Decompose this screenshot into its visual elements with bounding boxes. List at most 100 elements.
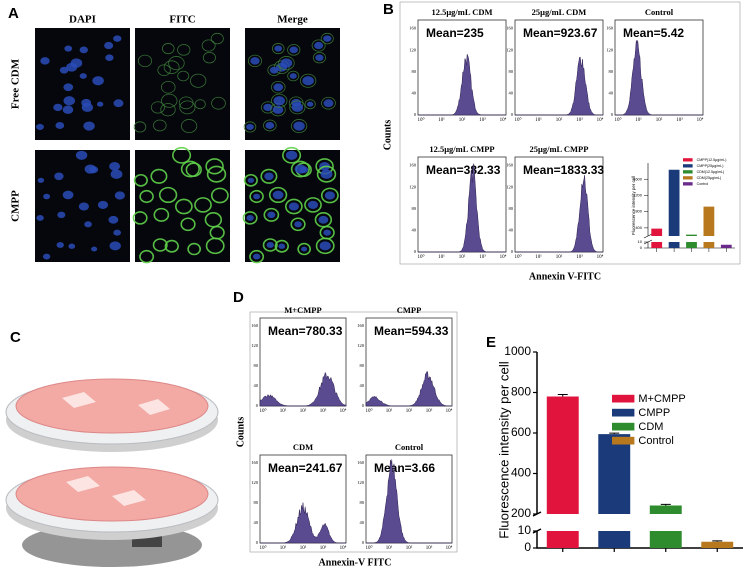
y-tick-label: 80 (412, 206, 417, 211)
y-tick-label: 160 (357, 460, 365, 465)
membrane (320, 32, 334, 45)
error-bar (660, 503, 671, 506)
y-tick-label: 10 (518, 523, 532, 537)
histogram-title: 12.5μg/mL CDM (431, 7, 492, 17)
y-tick-label: 80 (254, 363, 259, 368)
nucleus (252, 253, 261, 260)
legend-label: Control (697, 182, 709, 186)
membrane (297, 242, 312, 256)
histogram-curve (614, 40, 703, 116)
membrane (290, 160, 310, 178)
nucleus (104, 41, 114, 50)
nucleus (273, 96, 286, 106)
legend-swatch (683, 176, 693, 180)
y-tick-label: 0 (362, 540, 365, 545)
nucleus (247, 177, 255, 183)
nucleus (84, 164, 97, 174)
membrane (271, 80, 286, 94)
x-tick-label: 10³ (576, 117, 583, 123)
axis-label: Annexin-V FITC (319, 557, 392, 568)
micrograph-bg (135, 28, 230, 140)
nucleus (55, 121, 65, 129)
histogram-title: M+CMPP (284, 305, 321, 315)
membrane (299, 73, 317, 88)
membrane (243, 173, 258, 187)
column-label: FITC (169, 14, 195, 26)
nucleus (294, 164, 307, 174)
membrane (210, 32, 224, 45)
x-tick-label: 10⁰ (614, 117, 621, 123)
y-tick-label: 160 (606, 26, 614, 31)
panel-letter: D (233, 289, 244, 306)
nucleus (272, 190, 284, 200)
membrane (316, 165, 337, 183)
nucleus (79, 73, 87, 79)
mean-label: Mean=235 (426, 26, 484, 40)
membrane (133, 121, 147, 133)
panel-letter: E (486, 334, 496, 351)
membrane (158, 186, 178, 204)
histogram-curve (418, 163, 506, 253)
nucleus (109, 161, 121, 171)
y-tick-label: 120 (357, 480, 365, 485)
column-label: DAPI (69, 14, 96, 26)
nucleus (97, 200, 109, 209)
y-tick-label: 120 (409, 184, 417, 189)
nucleus (263, 103, 273, 112)
histogram-title: CMPP (397, 305, 422, 315)
x-tick-label: 10⁰ (259, 408, 266, 414)
nucleus (253, 193, 261, 200)
column-label: Merge (277, 14, 308, 26)
y-tick-label: 1000 (504, 344, 531, 358)
histogram-title: Control (395, 442, 424, 452)
x-tick-label: 10¹ (280, 408, 287, 414)
x-tick-label: 10⁰ (365, 408, 372, 414)
membrane (163, 60, 180, 75)
x-tick-label: 10¹ (438, 254, 445, 260)
mean-label: Mean=382.33 (426, 163, 501, 177)
y-tick-label: 80 (609, 69, 614, 74)
y-tick-label: 0 (524, 540, 531, 554)
histogram-frame (365, 317, 453, 407)
histogram-title: 25μg/mL CMPP (530, 144, 589, 154)
nucleus (91, 246, 98, 252)
membrane (263, 207, 280, 222)
nucleus (324, 191, 335, 200)
nucleus (79, 46, 88, 54)
panel-letter: B (383, 1, 394, 18)
membrane (304, 197, 322, 213)
membrane (152, 238, 168, 252)
nucleus (64, 45, 73, 52)
x-tick-label: 10¹ (438, 117, 445, 123)
nucleus (105, 54, 114, 61)
membrane (194, 99, 206, 110)
membrane (132, 211, 148, 225)
membrane (172, 146, 192, 164)
nucleus (323, 229, 331, 236)
membrane (271, 43, 285, 55)
x-tick-label: 10¹ (386, 408, 393, 414)
nucleus (78, 202, 89, 211)
membrane (287, 44, 301, 56)
membrane (206, 165, 227, 183)
mean-label: Mean=594.33 (374, 324, 449, 338)
x-tick-label: 10⁴ (500, 254, 507, 260)
x-tick-label: 10² (406, 545, 413, 551)
membrane (209, 225, 225, 240)
bar (686, 234, 697, 248)
membrane (290, 119, 308, 134)
y-tick-label: 0 (640, 245, 643, 250)
membrane (205, 158, 224, 175)
nucleus (280, 58, 293, 68)
y-tick-label: 40 (254, 520, 259, 525)
nucleus (63, 96, 76, 106)
membrane (320, 187, 339, 204)
histogram-title: CDM (293, 442, 313, 452)
nucleus (320, 169, 333, 179)
membrane (201, 39, 216, 52)
nucleus (42, 253, 51, 260)
nucleus (40, 57, 50, 65)
y-tick-label: 120 (409, 47, 417, 52)
y-tick-label: 40 (254, 383, 259, 388)
legend-swatch (612, 408, 635, 417)
